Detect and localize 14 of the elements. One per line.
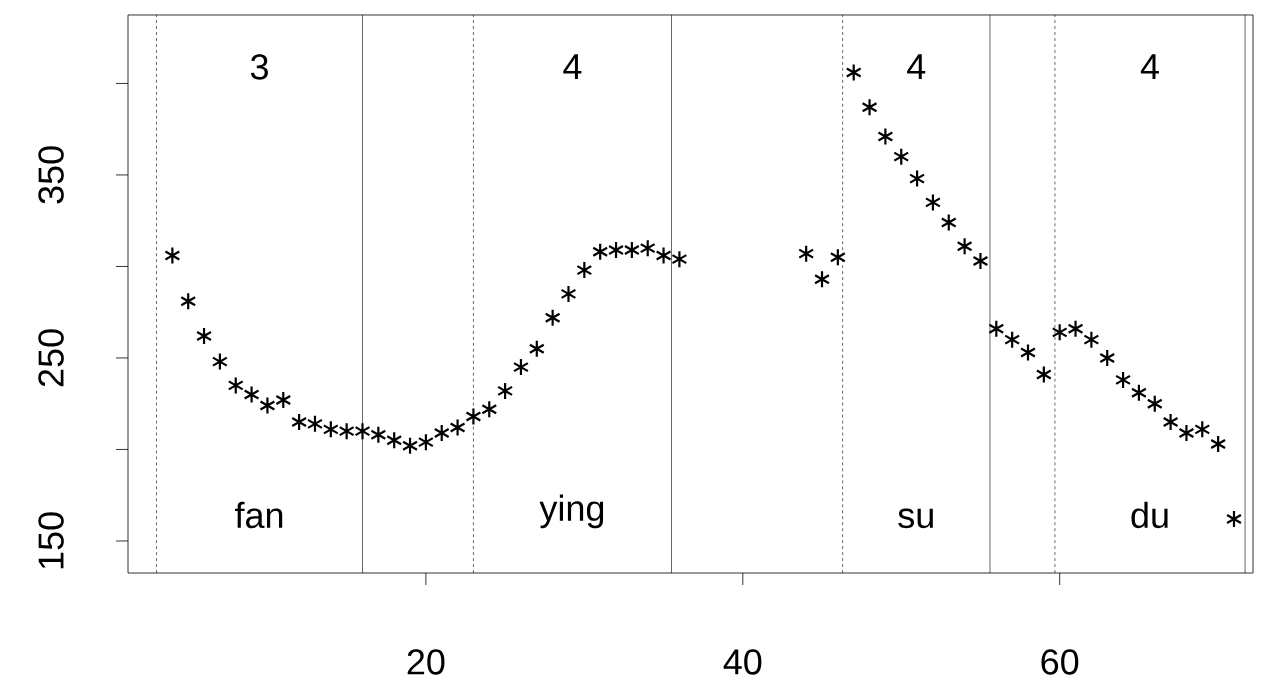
annotation: ying xyxy=(539,494,604,529)
annotation: 4 xyxy=(1140,54,1159,80)
annotation: fan xyxy=(235,501,283,529)
x-tick-label: 60 xyxy=(1041,649,1079,675)
annotation: 3 xyxy=(250,54,268,80)
annotation: 4 xyxy=(563,54,582,80)
x-tick-label: 20 xyxy=(407,649,445,675)
y-tick-label: 350 xyxy=(38,146,64,204)
y-tick-label: 250 xyxy=(38,329,64,387)
annotation: su xyxy=(898,508,933,529)
annotation: 4 xyxy=(907,54,926,80)
y-tick-label: 150 xyxy=(38,512,64,569)
x-tick-label: 40 xyxy=(723,649,762,675)
annotation: du xyxy=(1131,501,1168,529)
